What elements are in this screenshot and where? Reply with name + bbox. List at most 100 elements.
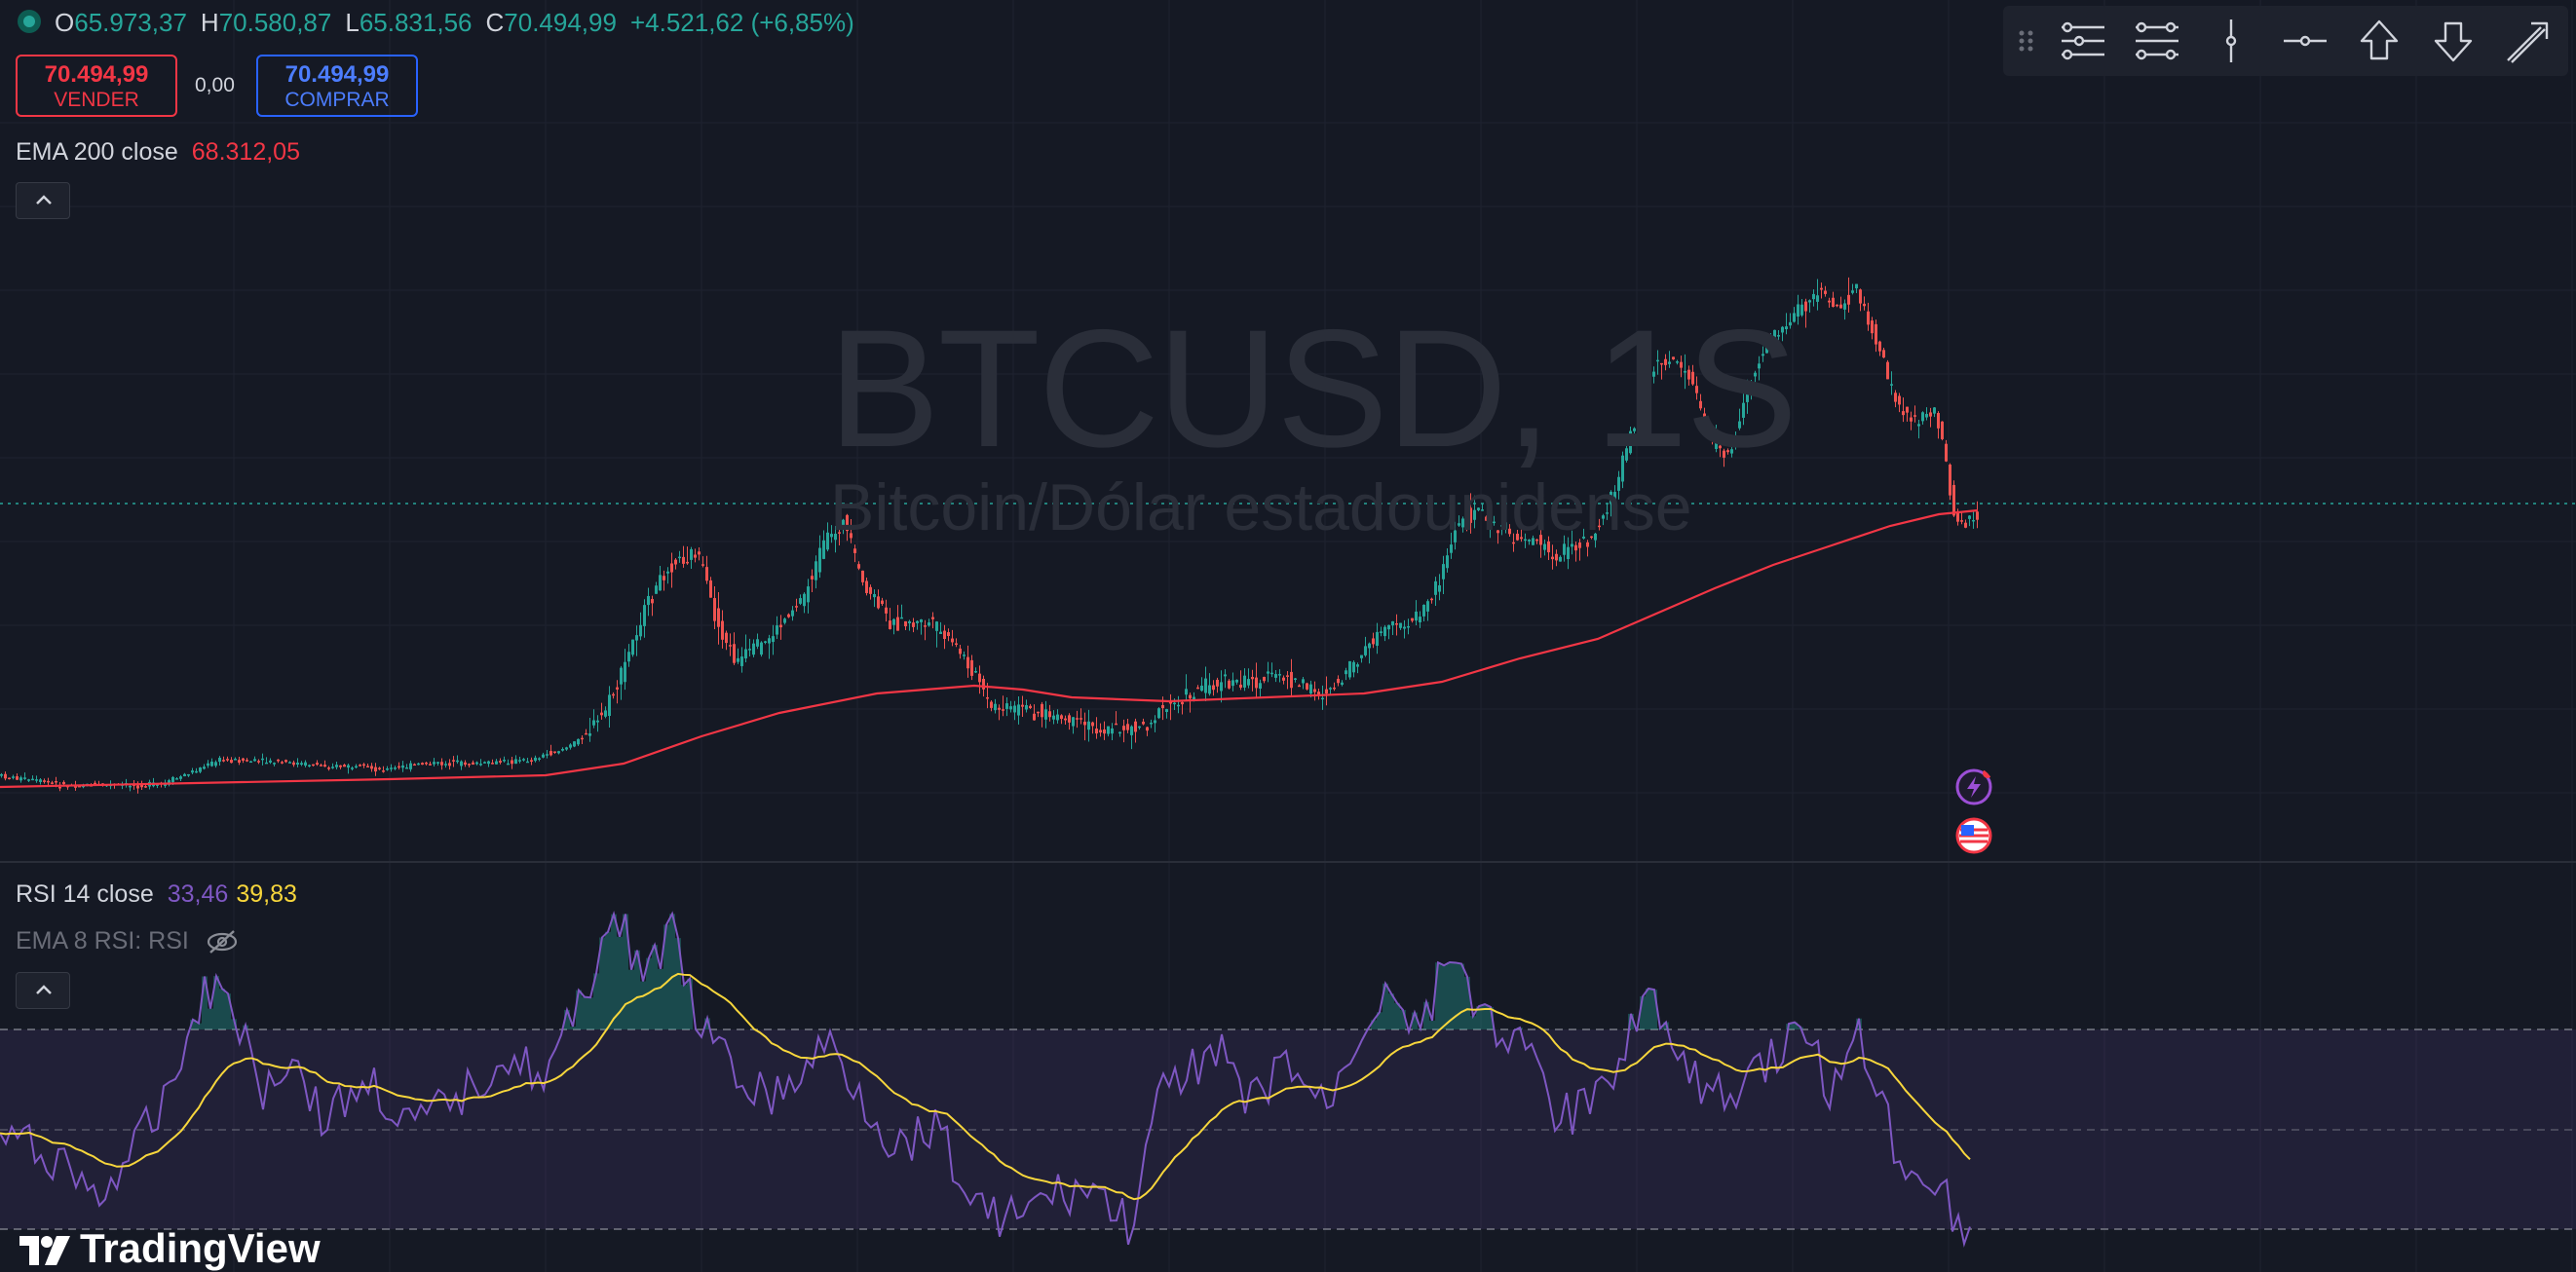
vertical-line-icon[interactable] (2206, 16, 2256, 66)
candle-body (1403, 626, 1406, 629)
candle-body (1235, 679, 1238, 683)
candle-body (943, 630, 946, 640)
candle-body (78, 785, 81, 788)
candle-body (1528, 540, 1531, 542)
candle-body (1193, 696, 1195, 700)
candle-body (978, 673, 981, 683)
candle-body (300, 763, 303, 766)
candle-body (1750, 381, 1753, 385)
collapse-rsi-legend-button[interactable] (16, 972, 70, 1009)
candle-body (620, 667, 623, 685)
candle-body (811, 576, 814, 580)
candle-body (347, 765, 350, 768)
rsi-legend[interactable]: RSI 14 close 33,46 39,83 (16, 880, 297, 909)
candle-body (1641, 398, 1644, 405)
candle-body (1610, 491, 1612, 505)
eye-hidden-icon[interactable] (206, 928, 239, 955)
candle-body (561, 748, 564, 751)
candle-body (546, 754, 549, 756)
candle-body (998, 707, 1001, 710)
candle-body (1867, 311, 1870, 325)
candle-body (1762, 354, 1764, 356)
us-economic-event-icon[interactable] (1954, 816, 1993, 855)
candle-body (846, 514, 849, 532)
candle-body (1855, 283, 1858, 289)
candle-body (417, 763, 420, 766)
candle-body (1563, 543, 1566, 555)
candle-body (1645, 388, 1648, 394)
candle-body (1064, 718, 1067, 721)
sell-button[interactable]: 70.494,99 VENDER (16, 55, 177, 117)
candle-body (479, 764, 482, 766)
candle-body (436, 762, 439, 764)
rsi-lines (0, 911, 1971, 1248)
candle-body (779, 624, 782, 628)
candle-body (472, 762, 474, 766)
candle-body (1496, 530, 1499, 534)
candle-body (214, 762, 217, 767)
candle-body (592, 720, 595, 726)
candle-body (608, 694, 611, 717)
candle-body (1154, 720, 1156, 724)
candle-body (1532, 538, 1534, 545)
candle-body (409, 763, 412, 769)
events-lightning-icon[interactable] (1954, 767, 1993, 806)
candle-body (230, 760, 233, 764)
candle-body (382, 770, 385, 772)
candle-body (1917, 424, 1920, 427)
horizontal-lines-icon[interactable] (2058, 16, 2108, 66)
trend-arrow-icon[interactable] (2502, 16, 2553, 66)
candle-body (585, 732, 587, 735)
candle-body (1723, 450, 1725, 458)
arrow-up-icon[interactable] (2354, 16, 2405, 66)
tradingview-logo[interactable]: TradingView (18, 1225, 321, 1272)
rsi-band (0, 1029, 2576, 1230)
candle-body (1290, 671, 1293, 689)
market-status-icon[interactable] (18, 10, 41, 34)
drag-handle-icon[interactable] (2015, 16, 2038, 66)
candle-body (701, 564, 704, 566)
candle-body (1259, 683, 1262, 690)
collapse-main-legend-button[interactable] (16, 182, 70, 219)
candle-body (892, 618, 895, 625)
candle-body (1072, 717, 1075, 727)
candle-body (604, 710, 607, 717)
candle-body (939, 631, 942, 635)
candle-body (1808, 300, 1811, 303)
candle-body (1060, 715, 1063, 720)
candle-body (1341, 682, 1344, 686)
horizontal-ray-icon[interactable] (2280, 16, 2330, 66)
candle-body (853, 548, 856, 553)
rsi-ema-sub-legend[interactable]: EMA 8 RSI: RSI (16, 927, 239, 955)
candle-body (1894, 393, 1897, 402)
ema-legend[interactable]: EMA 200 close 68.312,05 (16, 138, 300, 167)
horizontal-lines-alt-icon[interactable] (2132, 16, 2182, 66)
buy-button[interactable]: 70.494,99 COMPRAR (256, 55, 418, 117)
candle-body (838, 532, 841, 534)
candle-body (1391, 620, 1394, 626)
candle-body (269, 760, 272, 763)
candle-body (1535, 539, 1538, 542)
candle-body (842, 519, 845, 529)
candle-body (238, 760, 241, 764)
candle-body (1345, 670, 1347, 675)
candle-body (1002, 709, 1004, 711)
candle-body (963, 655, 966, 656)
candle-body (1173, 702, 1176, 705)
candle-body (1286, 675, 1289, 677)
candle-body (129, 785, 132, 788)
candle-body (171, 776, 174, 783)
arrow-down-icon[interactable] (2428, 16, 2479, 66)
candle-body (522, 759, 525, 761)
candle-body (1009, 706, 1012, 710)
candle-body (27, 779, 30, 781)
candle-body (1364, 646, 1367, 655)
candle-body (351, 767, 354, 769)
candle-body (1578, 542, 1581, 548)
candle-body (203, 767, 206, 769)
candle-body (1921, 412, 1924, 422)
candle-body (226, 759, 229, 761)
candle-body (534, 757, 537, 762)
candle-body (331, 767, 334, 768)
